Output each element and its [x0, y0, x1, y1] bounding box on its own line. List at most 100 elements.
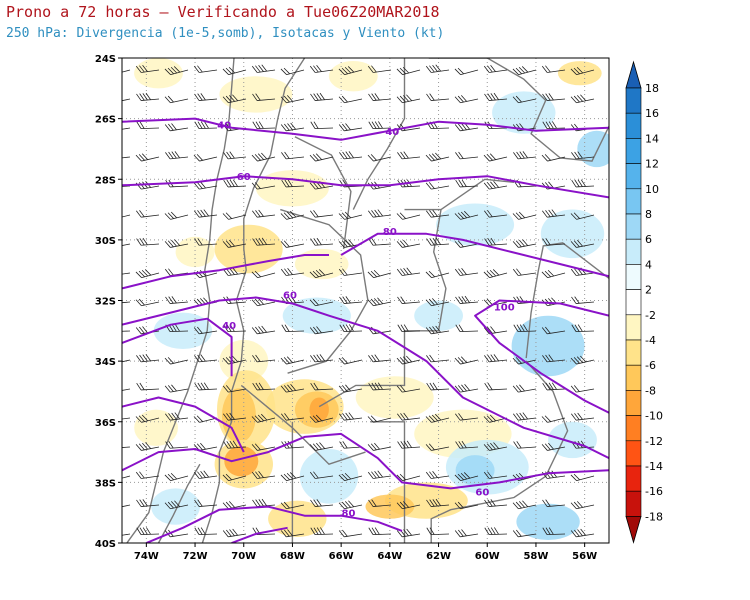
- barb-feather: [225, 385, 232, 392]
- border-line: [430, 360, 569, 543]
- barb-feather: [280, 413, 287, 421]
- barb-feather: [318, 269, 326, 276]
- barb-feather: [513, 296, 519, 304]
- barb-feather: [545, 238, 551, 246]
- barb-feather: [316, 499, 322, 507]
- barb-feather: [483, 416, 490, 423]
- barb-feather: [484, 382, 490, 391]
- barb-staff: [122, 127, 131, 132]
- wind-barb: [512, 412, 537, 421]
- barb-feather: [429, 499, 435, 507]
- lat-label: 40S: [95, 539, 116, 550]
- wind-barb: [122, 122, 131, 132]
- barb-feather: [280, 502, 287, 510]
- barb-feather: [577, 529, 583, 537]
- wind-barb: [309, 442, 334, 451]
- barb-feather: [542, 121, 548, 129]
- wind-barb: [455, 440, 479, 449]
- wind-barb: [280, 122, 305, 132]
- wind-barb: [122, 330, 131, 333]
- barb-feather: [254, 298, 261, 306]
- isotach-label: 60: [237, 172, 251, 183]
- barb-feather: [309, 444, 316, 451]
- wind-barb: [164, 239, 189, 248]
- wind-barb: [571, 179, 595, 188]
- wind-barb: [194, 238, 218, 246]
- wind-barb: [426, 93, 450, 101]
- barb-feather: [483, 182, 490, 190]
- colorbar-label: 16: [645, 107, 659, 120]
- wind-barb: [222, 239, 247, 248]
- barb-feather: [226, 179, 232, 187]
- barb-feather: [435, 237, 441, 245]
- barb-feather: [348, 500, 355, 508]
- barb-feather: [135, 271, 142, 278]
- barb-feather: [286, 211, 294, 219]
- barb-feather: [110, 67, 116, 75]
- wind-barb: [512, 66, 537, 76]
- barb-feather: [374, 382, 380, 390]
- barb-feather: [200, 354, 206, 362]
- barb-staff: [122, 330, 131, 333]
- barb-feather: [135, 327, 142, 335]
- barb-feather: [461, 440, 467, 449]
- barb-feather: [110, 212, 116, 220]
- barb-feather: [367, 271, 374, 278]
- isotach-line: [145, 505, 403, 543]
- barb-staff: [122, 504, 131, 510]
- barb-feather: [435, 325, 442, 333]
- barb-feather: [484, 238, 490, 246]
- barb-feather: [110, 385, 115, 393]
- barb-feather: [139, 499, 145, 507]
- wind-barb: [309, 471, 334, 479]
- barb-feather: [228, 501, 235, 508]
- barb-feather: [573, 240, 580, 248]
- barb-feather: [197, 354, 203, 362]
- wind-barb: [164, 500, 189, 510]
- wind-barb: [135, 210, 160, 218]
- barb-feather: [107, 152, 112, 159]
- barb-feather: [107, 68, 113, 76]
- barb-feather: [174, 412, 180, 420]
- barb-feather: [396, 213, 403, 220]
- barb-feather: [548, 354, 554, 362]
- barb-feather: [513, 324, 519, 332]
- barb-feather: [167, 240, 174, 248]
- wind-barb: [164, 384, 189, 393]
- isotach-label: 40: [222, 321, 236, 332]
- barb-feather: [281, 179, 287, 188]
- barb-feather: [515, 212, 522, 219]
- wind-barb: [541, 297, 566, 307]
- barb-feather: [399, 473, 406, 481]
- isotach-labels: 40 40 60 80 60 40 100 80 60: [217, 121, 514, 520]
- barb-feather: [261, 498, 267, 506]
- wind-barb: [310, 92, 334, 101]
- barb-feather: [309, 154, 316, 162]
- barb-feather: [570, 385, 577, 393]
- barb-feather: [316, 237, 322, 246]
- lon-label: 60W: [475, 551, 500, 562]
- wind-barb: [571, 324, 595, 333]
- barb-feather: [577, 412, 583, 420]
- wind-barb: [454, 67, 479, 76]
- barb-feather: [519, 384, 525, 392]
- barb-feather: [114, 441, 118, 448]
- barb-feather: [576, 66, 584, 74]
- barb-feather: [512, 68, 519, 75]
- barb-feather: [338, 213, 345, 220]
- barb-feather: [515, 240, 522, 248]
- barb-feather: [367, 210, 374, 218]
- barb-feather: [522, 151, 528, 159]
- wind-barb: [252, 93, 276, 101]
- isotach-label: 100: [494, 303, 515, 314]
- barb-feather: [371, 354, 377, 362]
- barb-feather: [196, 154, 203, 161]
- barb-feather: [164, 357, 171, 365]
- barb-feather: [338, 96, 345, 104]
- barb-feather: [223, 152, 229, 160]
- barb-feather: [396, 96, 403, 104]
- colorbar-swatch: [625, 390, 642, 416]
- wind-barb: [135, 471, 160, 479]
- wind-barb: [397, 440, 421, 449]
- barb-feather: [512, 413, 519, 421]
